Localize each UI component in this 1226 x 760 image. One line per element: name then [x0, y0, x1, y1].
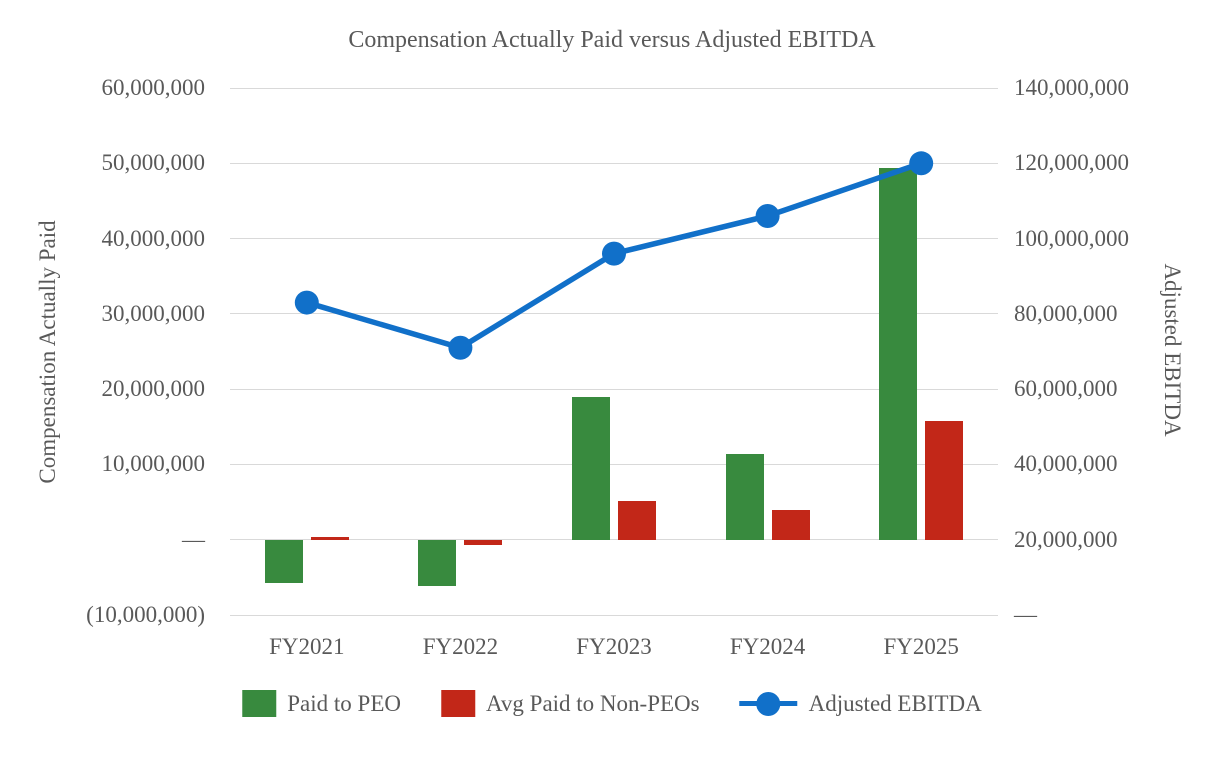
gridline — [230, 388, 998, 390]
ebitda-marker-fy2024 — [755, 203, 780, 228]
legend-dot — [756, 691, 781, 716]
x-axis-label-fy2024: FY2024 — [729, 634, 806, 659]
right-axis-tick-label: — — [1014, 602, 1037, 627]
ebitda-line — [304, 160, 924, 351]
left-axis-tick-label: 50,000,000 — [101, 150, 206, 176]
bar-avg-paid-to-non-peos-fy2023 — [618, 500, 656, 540]
gridline — [230, 614, 998, 616]
legend-label: Adjusted EBITDA — [808, 690, 982, 716]
legend-label: Paid to PEO — [287, 690, 401, 716]
left-axis-tick-label: 20,000,000 — [101, 376, 206, 402]
legend-swatch — [242, 690, 277, 717]
bar-paid-to-peo-fy2022 — [418, 539, 457, 586]
ebitda-marker-fy2021 — [294, 290, 319, 315]
left-axis-title: Compensation Actually Paid — [35, 220, 60, 484]
right-axis-tick-label: 20,000,000 — [1014, 526, 1118, 552]
gridline — [230, 463, 998, 465]
bar-paid-to-peo-fy2024 — [725, 453, 764, 540]
ebitda-marker-fy2023 — [602, 241, 626, 266]
legend-item-paid-to-peo: Paid to PEO — [242, 690, 401, 717]
bar-avg-paid-to-non-peos-fy2024 — [771, 510, 810, 540]
bar-avg-paid-to-non-peos-fy2025 — [925, 420, 964, 540]
left-axis-tick-label: — — [182, 526, 205, 552]
legend-line-marker-icon — [739, 691, 798, 717]
legend: Paid to PEO Avg Paid to Non-PEOs Adjusted … — [242, 690, 982, 717]
left-axis-tick-label: 10,000,000 — [101, 451, 206, 477]
right-axis-title: Adjusted EBITDA — [1160, 263, 1185, 437]
x-axis-label-fy2021: FY2021 — [269, 634, 345, 659]
bar-paid-to-peo-fy2021 — [264, 539, 303, 583]
bar-paid-to-peo-fy2025 — [879, 167, 918, 540]
legend-label: Avg Paid to Non-PEOs — [486, 690, 700, 716]
bar-avg-paid-to-non-peos-fy2021 — [310, 536, 349, 540]
right-axis-tick-label: 120,000,000 — [1014, 150, 1129, 176]
ebitda-marker-fy2022 — [448, 335, 473, 360]
left-axis-tick-label: 40,000,000 — [101, 225, 206, 251]
right-axis-tick-label: 140,000,000 — [1014, 75, 1129, 100]
right-axis-tick-label: 100,000,000 — [1014, 225, 1129, 251]
chart-title: Compensation Actually Paid versus Adjust… — [348, 27, 876, 53]
bar-paid-to-peo-fy2023 — [572, 396, 610, 540]
legend-swatch — [441, 690, 475, 717]
gridline — [230, 162, 998, 164]
gridline — [230, 87, 998, 89]
x-axis-label-fy2025: FY2025 — [883, 634, 959, 659]
left-axis-tick-label: (10,000,000) — [86, 602, 205, 627]
bar-avg-paid-to-non-peos-fy2022 — [464, 539, 503, 545]
x-axis-label-fy2022: FY2022 — [422, 634, 499, 659]
right-axis-tick-label: 40,000,000 — [1014, 451, 1118, 477]
left-axis-tick-label: 30,000,000 — [101, 300, 206, 326]
right-axis-tick-label: 60,000,000 — [1014, 376, 1118, 402]
left-axis-tick-label: 60,000,000 — [101, 75, 206, 100]
legend-item-adjusted-ebitda: Adjusted EBITDA — [739, 690, 982, 717]
right-axis-tick-label: 80,000,000 — [1014, 300, 1118, 326]
gridline — [230, 539, 998, 541]
x-axis-label-fy2023: FY2023 — [576, 634, 652, 659]
legend-item-avg-paid-to-non-peos: Avg Paid to Non-PEOs — [441, 690, 700, 717]
